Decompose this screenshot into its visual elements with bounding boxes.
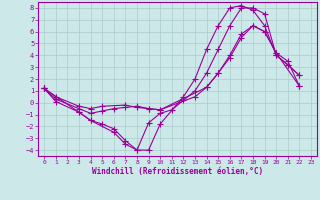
X-axis label: Windchill (Refroidissement éolien,°C): Windchill (Refroidissement éolien,°C) [92,167,263,176]
